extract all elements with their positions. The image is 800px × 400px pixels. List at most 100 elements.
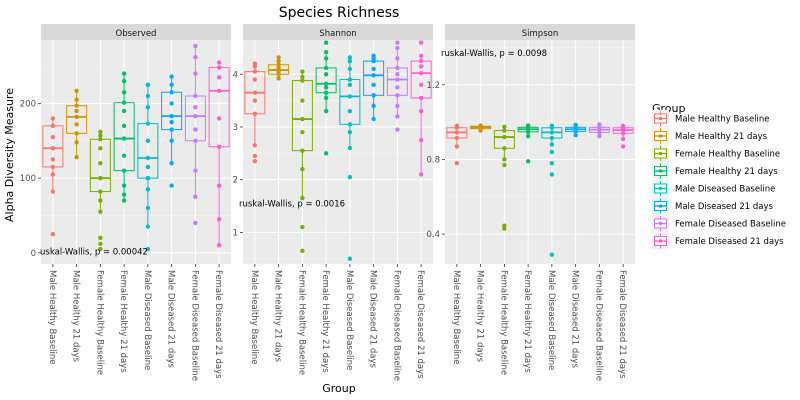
data-point <box>502 162 507 168</box>
x-tick-label: Female Healthy 21 days <box>522 270 532 373</box>
data-point <box>371 103 376 109</box>
legend-label: Male Diseased Baseline <box>675 185 775 195</box>
data-point <box>193 105 198 110</box>
box-7 <box>386 40 408 132</box>
box-6 <box>565 122 587 138</box>
data-point <box>193 43 198 49</box>
data-point <box>371 93 376 98</box>
y-tick-label: 0.8 <box>426 155 440 165</box>
legend-label: Male Healthy 21 days <box>675 132 768 142</box>
x-axis-title: Group <box>322 382 356 395</box>
box-7 <box>588 122 610 139</box>
x-tick-label: Female Diseased Baseline <box>391 270 401 381</box>
x-tick-label: Female Healthy 21 days <box>118 270 128 373</box>
x-tick-label: Female Healthy Baseline <box>498 270 508 375</box>
data-point <box>300 116 305 122</box>
data-point <box>252 153 258 159</box>
data-point <box>193 113 198 119</box>
data-point <box>169 74 174 79</box>
data-point <box>549 135 555 141</box>
data-point <box>276 55 281 60</box>
legend-item: Female Healthy 21 days <box>652 162 778 180</box>
x-tick-label: Female Diseased Baseline <box>593 270 603 381</box>
data-point <box>193 168 198 173</box>
x-tick-label: Female Diseased 21 days <box>213 270 223 379</box>
data-point <box>276 76 281 81</box>
legend-label: Female Healthy 21 days <box>675 167 778 177</box>
x-tick-label: Male Healthy Baseline <box>451 270 461 365</box>
legend-item: Male Diseased 21 days <box>652 197 774 215</box>
legend-key-point <box>658 116 663 121</box>
x-tick-label: Male Healthy Baseline <box>249 270 259 365</box>
data-point <box>145 82 151 88</box>
data-point <box>98 161 103 166</box>
chart-title: Species Richness <box>279 5 400 21</box>
x-tick-label: Female Diseased 21 days <box>617 270 627 379</box>
data-point <box>169 113 174 119</box>
data-point <box>98 175 103 181</box>
box-3 <box>89 129 111 252</box>
data-point <box>169 101 174 106</box>
data-point <box>216 65 222 70</box>
data-point <box>395 85 400 90</box>
legend-key-point <box>658 221 663 226</box>
data-point <box>169 90 174 95</box>
data-point <box>276 65 281 71</box>
x-tick-label: Male Diseased 21 days <box>166 270 176 369</box>
data-point <box>323 72 329 77</box>
data-point <box>74 103 79 108</box>
data-point <box>169 119 174 125</box>
data-point <box>300 78 305 83</box>
data-point <box>121 136 127 141</box>
data-point <box>98 241 103 247</box>
data-point <box>323 85 329 90</box>
data-point <box>395 45 400 51</box>
data-point <box>121 192 127 197</box>
data-point <box>347 58 353 64</box>
box-8 <box>410 40 432 177</box>
legend-item: Female Diseased Baseline <box>652 215 786 232</box>
data-point <box>50 231 56 237</box>
data-point <box>300 148 305 153</box>
x-tick-label: Female Healthy Baseline <box>296 270 306 375</box>
panel-shannon: Shannon 1 2 3 4 Male Healthy Baseline Male Hea… <box>233 24 433 381</box>
legend-key-point <box>658 169 663 173</box>
panel-simpson: Simpson 0.4 0.8 1.2 Male Healthy Baseline Mal… <box>426 24 635 381</box>
data-point <box>371 53 376 59</box>
box-4 <box>517 123 539 164</box>
data-point <box>371 73 376 78</box>
data-point <box>620 144 626 149</box>
data-point <box>300 224 305 230</box>
data-point <box>145 175 151 181</box>
data-point <box>418 71 424 76</box>
data-point <box>323 65 329 71</box>
x-tick-label: Male Healthy Baseline <box>47 270 57 365</box>
data-point <box>395 77 400 82</box>
legend-label: Male Healthy Baseline <box>675 115 770 125</box>
data-point <box>74 97 79 102</box>
legend-key-point <box>658 204 663 208</box>
data-point <box>121 123 127 129</box>
facet-strip-label: Shannon <box>319 29 356 39</box>
data-point <box>50 172 56 177</box>
box-2 <box>268 55 290 81</box>
facet-strip-label: Observed <box>116 29 157 39</box>
box-6 <box>161 74 183 188</box>
data-point <box>454 130 460 135</box>
facet-strip <box>445 24 635 40</box>
legend-key-point <box>658 186 663 191</box>
facet-strip-label: Simpson <box>522 29 558 39</box>
data-point <box>121 168 127 173</box>
data-point <box>193 127 198 132</box>
data-point <box>193 194 198 199</box>
data-point <box>98 209 103 214</box>
box-8 <box>208 60 230 248</box>
data-point <box>145 164 151 170</box>
data-point <box>418 137 424 143</box>
data-point <box>549 172 555 177</box>
data-point <box>395 72 400 77</box>
data-point <box>323 40 329 45</box>
data-point <box>347 174 353 180</box>
